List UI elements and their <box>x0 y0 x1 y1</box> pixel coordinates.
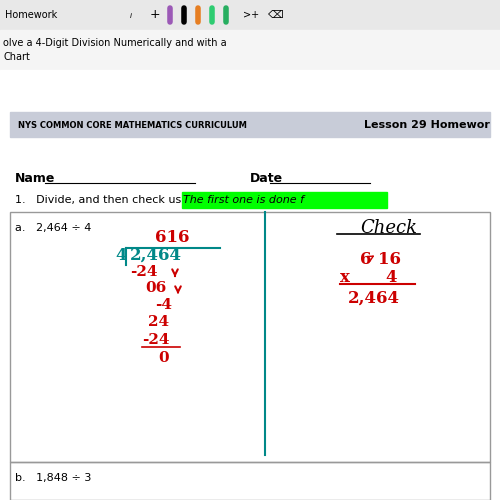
Bar <box>182 192 387 208</box>
Text: The first one is done f: The first one is done f <box>183 195 304 205</box>
Text: 4: 4 <box>115 246 126 264</box>
Text: 2,464: 2,464 <box>130 246 182 264</box>
Text: 6: 6 <box>360 252 372 268</box>
Text: x: x <box>340 270 350 286</box>
Bar <box>0 30 500 70</box>
Text: b.   1,848 ÷ 3: b. 1,848 ÷ 3 <box>15 473 92 483</box>
Text: a.   2,464 ÷ 4: a. 2,464 ÷ 4 <box>15 223 92 233</box>
Text: Check: Check <box>360 219 417 237</box>
Text: Name: Name <box>15 172 56 184</box>
Text: Chart: Chart <box>3 52 30 62</box>
Bar <box>10 462 490 500</box>
Text: 1.   Divide, and then check using multiplication.: 1. Divide, and then check using multipli… <box>15 195 282 205</box>
Text: -4: -4 <box>155 298 172 312</box>
Text: 616: 616 <box>155 230 190 246</box>
Bar <box>0 70 500 500</box>
Bar <box>10 212 490 462</box>
Text: Homework: Homework <box>5 10 57 20</box>
Text: 2,464: 2,464 <box>348 290 400 306</box>
Text: 16: 16 <box>378 252 401 268</box>
Text: ⌫: ⌫ <box>268 10 284 20</box>
Bar <box>10 112 490 137</box>
Text: -24: -24 <box>142 333 170 347</box>
Text: Date: Date <box>250 172 283 184</box>
Text: 4: 4 <box>385 270 396 286</box>
Text: Lesson 29 Homewor: Lesson 29 Homewor <box>364 120 490 130</box>
Text: ᵢ: ᵢ <box>130 8 132 22</box>
Text: 06: 06 <box>145 281 166 295</box>
Text: +: + <box>150 8 160 22</box>
Text: olve a 4-Digit Division Numerically and with a: olve a 4-Digit Division Numerically and … <box>3 38 226 48</box>
Text: 0: 0 <box>158 351 168 365</box>
Bar <box>0 0 500 30</box>
Text: -24: -24 <box>130 265 158 279</box>
Text: 24: 24 <box>148 315 169 329</box>
Text: >+: >+ <box>243 10 259 20</box>
Text: NYS COMMON CORE MATHEMATICS CURRICULUM: NYS COMMON CORE MATHEMATICS CURRICULUM <box>18 120 247 130</box>
